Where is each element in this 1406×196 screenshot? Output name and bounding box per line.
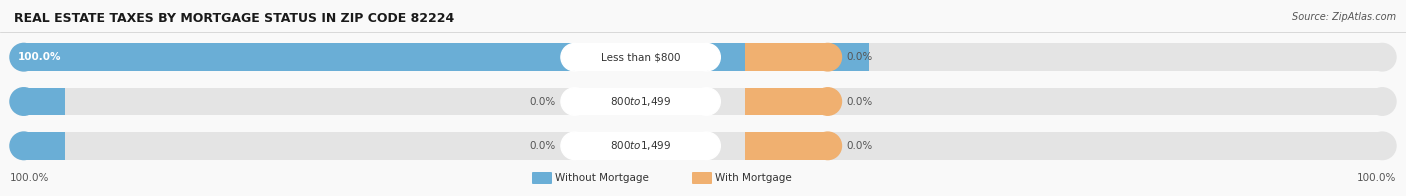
FancyBboxPatch shape bbox=[745, 44, 828, 71]
Circle shape bbox=[814, 132, 841, 160]
Circle shape bbox=[10, 88, 38, 115]
Circle shape bbox=[693, 44, 720, 71]
Text: $800 to $1,499: $800 to $1,499 bbox=[610, 139, 671, 152]
Circle shape bbox=[814, 88, 841, 115]
Text: 0.0%: 0.0% bbox=[846, 96, 873, 106]
Circle shape bbox=[1368, 44, 1396, 71]
FancyBboxPatch shape bbox=[52, 88, 66, 115]
Text: Less than $800: Less than $800 bbox=[600, 52, 681, 62]
Circle shape bbox=[814, 44, 841, 71]
Circle shape bbox=[1368, 132, 1396, 160]
Text: $800 to $1,499: $800 to $1,499 bbox=[610, 95, 671, 108]
Circle shape bbox=[10, 44, 38, 71]
FancyBboxPatch shape bbox=[575, 132, 707, 160]
Circle shape bbox=[10, 88, 38, 115]
Circle shape bbox=[10, 44, 38, 71]
Text: 0.0%: 0.0% bbox=[846, 141, 873, 151]
FancyBboxPatch shape bbox=[531, 172, 553, 184]
Text: 0.0%: 0.0% bbox=[846, 52, 873, 62]
Circle shape bbox=[1368, 88, 1396, 115]
Text: 0.0%: 0.0% bbox=[530, 96, 555, 106]
Text: REAL ESTATE TAXES BY MORTGAGE STATUS IN ZIP CODE 82224: REAL ESTATE TAXES BY MORTGAGE STATUS IN … bbox=[14, 12, 454, 25]
FancyBboxPatch shape bbox=[52, 132, 66, 160]
FancyBboxPatch shape bbox=[575, 44, 707, 71]
Circle shape bbox=[693, 132, 720, 160]
Text: Without Mortgage: Without Mortgage bbox=[555, 173, 650, 183]
Text: 100.0%: 100.0% bbox=[18, 52, 62, 62]
FancyBboxPatch shape bbox=[24, 88, 52, 115]
Circle shape bbox=[561, 44, 589, 71]
FancyBboxPatch shape bbox=[24, 44, 1382, 71]
FancyBboxPatch shape bbox=[24, 44, 856, 71]
Text: With Mortgage: With Mortgage bbox=[716, 173, 792, 183]
Circle shape bbox=[10, 132, 38, 160]
Text: 100.0%: 100.0% bbox=[10, 173, 49, 183]
Text: 0.0%: 0.0% bbox=[530, 141, 555, 151]
Circle shape bbox=[561, 132, 589, 160]
Circle shape bbox=[561, 88, 589, 115]
FancyBboxPatch shape bbox=[24, 132, 52, 160]
FancyBboxPatch shape bbox=[745, 132, 828, 160]
Circle shape bbox=[10, 132, 38, 160]
Text: 100.0%: 100.0% bbox=[1357, 173, 1396, 183]
FancyBboxPatch shape bbox=[24, 88, 1382, 115]
FancyBboxPatch shape bbox=[856, 44, 869, 71]
FancyBboxPatch shape bbox=[24, 132, 1382, 160]
Circle shape bbox=[693, 88, 720, 115]
Text: Source: ZipAtlas.com: Source: ZipAtlas.com bbox=[1292, 12, 1396, 22]
FancyBboxPatch shape bbox=[745, 88, 828, 115]
FancyBboxPatch shape bbox=[692, 172, 711, 184]
FancyBboxPatch shape bbox=[575, 88, 707, 115]
